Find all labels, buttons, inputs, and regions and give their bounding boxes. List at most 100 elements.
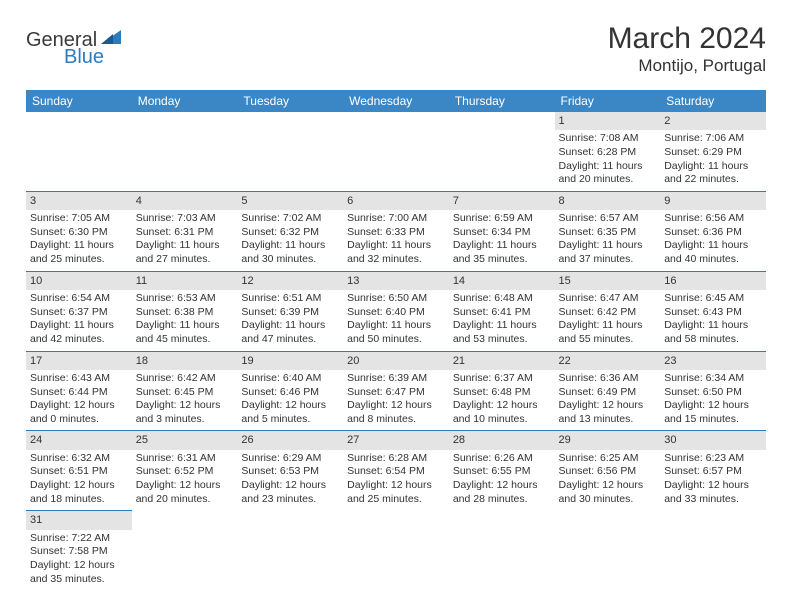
day-body: Sunrise: 6:29 AMSunset: 6:53 PMDaylight:… <box>237 450 343 511</box>
day-body: Sunrise: 7:22 AMSunset: 7:58 PMDaylight:… <box>26 530 132 591</box>
calendar-cell: 17Sunrise: 6:43 AMSunset: 6:44 PMDayligh… <box>26 351 132 431</box>
day-body: Sunrise: 6:54 AMSunset: 6:37 PMDaylight:… <box>26 290 132 351</box>
day-body: Sunrise: 6:59 AMSunset: 6:34 PMDaylight:… <box>449 210 555 271</box>
day-body: Sunrise: 6:56 AMSunset: 6:36 PMDaylight:… <box>660 210 766 271</box>
calendar-row: 10Sunrise: 6:54 AMSunset: 6:37 PMDayligh… <box>26 271 766 351</box>
sunset: Sunset: 7:58 PM <box>30 545 128 559</box>
day-number: 25 <box>132 431 238 449</box>
day-number: 13 <box>343 272 449 290</box>
calendar-body: 1Sunrise: 7:08 AMSunset: 6:28 PMDaylight… <box>26 112 766 590</box>
calendar-cell <box>237 511 343 590</box>
daylight: Daylight: 11 hours and 45 minutes. <box>136 319 234 346</box>
sunset: Sunset: 6:41 PM <box>453 306 551 320</box>
day-number: 31 <box>26 511 132 529</box>
day-body: Sunrise: 7:03 AMSunset: 6:31 PMDaylight:… <box>132 210 238 271</box>
daylight: Daylight: 11 hours and 32 minutes. <box>347 239 445 266</box>
day-number: 10 <box>26 272 132 290</box>
sunrise: Sunrise: 6:28 AM <box>347 452 445 466</box>
calendar-cell: 1Sunrise: 7:08 AMSunset: 6:28 PMDaylight… <box>555 112 661 191</box>
weekday-header: Sunday <box>26 90 132 112</box>
sunrise: Sunrise: 6:23 AM <box>664 452 762 466</box>
logo-secondary: Blue <box>64 46 104 68</box>
sunrise: Sunrise: 6:37 AM <box>453 372 551 386</box>
calendar-cell <box>449 511 555 590</box>
day-number: 1 <box>555 112 661 130</box>
day-number: 30 <box>660 431 766 449</box>
sunrise: Sunrise: 6:57 AM <box>559 212 657 226</box>
calendar-cell: 11Sunrise: 6:53 AMSunset: 6:38 PMDayligh… <box>132 271 238 351</box>
sunset: Sunset: 6:34 PM <box>453 226 551 240</box>
day-body: Sunrise: 6:31 AMSunset: 6:52 PMDaylight:… <box>132 450 238 511</box>
sunrise: Sunrise: 7:22 AM <box>30 532 128 546</box>
day-number: 16 <box>660 272 766 290</box>
day-body: Sunrise: 7:02 AMSunset: 6:32 PMDaylight:… <box>237 210 343 271</box>
calendar-cell: 19Sunrise: 6:40 AMSunset: 6:46 PMDayligh… <box>237 351 343 431</box>
day-number: 22 <box>555 352 661 370</box>
daylight: Daylight: 12 hours and 25 minutes. <box>347 479 445 506</box>
calendar-cell: 5Sunrise: 7:02 AMSunset: 6:32 PMDaylight… <box>237 191 343 271</box>
day-number: 20 <box>343 352 449 370</box>
sunset: Sunset: 6:42 PM <box>559 306 657 320</box>
day-body: Sunrise: 6:34 AMSunset: 6:50 PMDaylight:… <box>660 370 766 431</box>
day-number: 15 <box>555 272 661 290</box>
calendar-cell: 6Sunrise: 7:00 AMSunset: 6:33 PMDaylight… <box>343 191 449 271</box>
title-block: March 2024 Montijo, Portugal <box>608 22 766 76</box>
daylight: Daylight: 11 hours and 40 minutes. <box>664 239 762 266</box>
daylight: Daylight: 11 hours and 27 minutes. <box>136 239 234 266</box>
calendar-cell: 20Sunrise: 6:39 AMSunset: 6:47 PMDayligh… <box>343 351 449 431</box>
daylight: Daylight: 11 hours and 35 minutes. <box>453 239 551 266</box>
sunset: Sunset: 6:40 PM <box>347 306 445 320</box>
sunset: Sunset: 6:48 PM <box>453 386 551 400</box>
calendar-row: 3Sunrise: 7:05 AMSunset: 6:30 PMDaylight… <box>26 191 766 271</box>
day-number: 28 <box>449 431 555 449</box>
day-body: Sunrise: 6:37 AMSunset: 6:48 PMDaylight:… <box>449 370 555 431</box>
day-number: 23 <box>660 352 766 370</box>
calendar-cell: 9Sunrise: 6:56 AMSunset: 6:36 PMDaylight… <box>660 191 766 271</box>
day-number: 9 <box>660 192 766 210</box>
day-body: Sunrise: 6:40 AMSunset: 6:46 PMDaylight:… <box>237 370 343 431</box>
day-number: 14 <box>449 272 555 290</box>
sunset: Sunset: 6:44 PM <box>30 386 128 400</box>
day-number: 4 <box>132 192 238 210</box>
sunrise: Sunrise: 6:54 AM <box>30 292 128 306</box>
day-body: Sunrise: 6:25 AMSunset: 6:56 PMDaylight:… <box>555 450 661 511</box>
daylight: Daylight: 11 hours and 30 minutes. <box>241 239 339 266</box>
day-body: Sunrise: 6:36 AMSunset: 6:49 PMDaylight:… <box>555 370 661 431</box>
sunrise: Sunrise: 6:43 AM <box>30 372 128 386</box>
calendar-cell <box>132 112 238 191</box>
calendar-cell <box>26 112 132 191</box>
day-body: Sunrise: 6:39 AMSunset: 6:47 PMDaylight:… <box>343 370 449 431</box>
calendar-cell: 2Sunrise: 7:06 AMSunset: 6:29 PMDaylight… <box>660 112 766 191</box>
sunset: Sunset: 6:37 PM <box>30 306 128 320</box>
daylight: Daylight: 12 hours and 5 minutes. <box>241 399 339 426</box>
weekday-header: Tuesday <box>237 90 343 112</box>
day-number: 3 <box>26 192 132 210</box>
day-body: Sunrise: 6:47 AMSunset: 6:42 PMDaylight:… <box>555 290 661 351</box>
calendar-cell: 24Sunrise: 6:32 AMSunset: 6:51 PMDayligh… <box>26 431 132 511</box>
sunrise: Sunrise: 6:48 AM <box>453 292 551 306</box>
calendar-cell: 15Sunrise: 6:47 AMSunset: 6:42 PMDayligh… <box>555 271 661 351</box>
daylight: Daylight: 12 hours and 23 minutes. <box>241 479 339 506</box>
calendar-cell: 25Sunrise: 6:31 AMSunset: 6:52 PMDayligh… <box>132 431 238 511</box>
sunset: Sunset: 6:36 PM <box>664 226 762 240</box>
sunset: Sunset: 6:45 PM <box>136 386 234 400</box>
sunrise: Sunrise: 6:51 AM <box>241 292 339 306</box>
daylight: Daylight: 12 hours and 0 minutes. <box>30 399 128 426</box>
day-number: 5 <box>237 192 343 210</box>
logo-secondary-wrap: Blue <box>64 46 104 69</box>
day-number: 29 <box>555 431 661 449</box>
sunrise: Sunrise: 6:42 AM <box>136 372 234 386</box>
calendar-cell: 8Sunrise: 6:57 AMSunset: 6:35 PMDaylight… <box>555 191 661 271</box>
daylight: Daylight: 12 hours and 35 minutes. <box>30 559 128 586</box>
location: Montijo, Portugal <box>608 56 766 76</box>
sunset: Sunset: 6:33 PM <box>347 226 445 240</box>
calendar-head: SundayMondayTuesdayWednesdayThursdayFrid… <box>26 90 766 112</box>
day-number: 6 <box>343 192 449 210</box>
day-body: Sunrise: 7:08 AMSunset: 6:28 PMDaylight:… <box>555 130 661 191</box>
sunset: Sunset: 6:46 PM <box>241 386 339 400</box>
sunrise: Sunrise: 6:40 AM <box>241 372 339 386</box>
sunset: Sunset: 6:28 PM <box>559 146 657 160</box>
daylight: Daylight: 11 hours and 55 minutes. <box>559 319 657 346</box>
sunset: Sunset: 6:35 PM <box>559 226 657 240</box>
sunset: Sunset: 6:57 PM <box>664 465 762 479</box>
